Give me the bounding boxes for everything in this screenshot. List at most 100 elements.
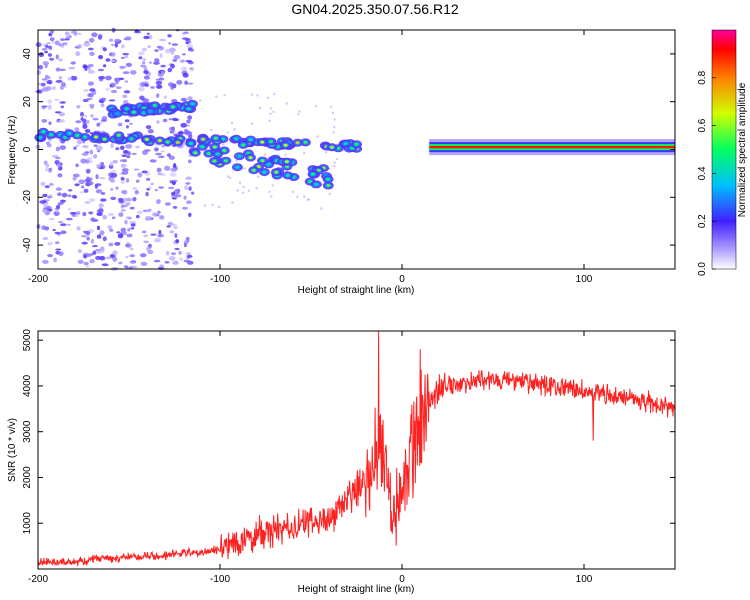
track-core	[354, 142, 359, 146]
noise-blob	[38, 64, 44, 70]
noise-blob	[93, 154, 98, 159]
noise-blob	[105, 256, 112, 260]
noise-blob	[49, 57, 55, 61]
noise-blob	[183, 259, 191, 263]
heatmap-y-tick-label: 40	[22, 48, 33, 60]
noise-blob	[144, 215, 152, 221]
noise-blob	[159, 215, 165, 220]
track-core	[283, 143, 288, 147]
noise-blob	[190, 67, 194, 72]
noise-blob	[46, 143, 52, 148]
colorbar-tick-label: 0.4	[697, 166, 708, 180]
noise-blob	[129, 206, 135, 210]
noise-blob	[68, 35, 72, 39]
noise-blob	[86, 66, 91, 71]
track-core	[284, 160, 289, 164]
noise-dot	[296, 195, 299, 199]
noise-blob	[169, 47, 176, 53]
noise-blob	[64, 31, 70, 36]
noise-blob	[145, 177, 151, 181]
noise-blob	[180, 97, 188, 102]
noise-blob	[143, 35, 150, 40]
noise-blob	[188, 159, 192, 164]
track-core	[295, 141, 300, 145]
noise-blob	[170, 223, 177, 226]
track-core	[49, 133, 54, 137]
track-core	[343, 142, 348, 146]
noise-blob	[125, 198, 133, 202]
noise-blob	[88, 63, 94, 68]
track-core	[186, 107, 191, 111]
noise-dot	[314, 105, 318, 108]
track-core	[248, 138, 253, 142]
noise-blob	[55, 146, 61, 152]
track-core	[326, 184, 331, 187]
noise-blob	[121, 204, 128, 208]
noise-blob	[183, 242, 187, 248]
noise-blob	[110, 89, 118, 94]
track-core	[116, 133, 121, 137]
noise-blob	[68, 189, 73, 192]
colorbar-label: Normalized spectral amplitude	[737, 82, 748, 217]
noise-blob	[145, 125, 152, 130]
noise-blob	[154, 188, 158, 192]
noise-blob	[105, 87, 111, 91]
noise-blob	[54, 40, 60, 46]
noise-blob	[60, 223, 67, 227]
noise-blob	[160, 150, 166, 153]
noise-blob	[64, 38, 70, 41]
snr-x-tick-label: -100	[210, 574, 230, 585]
noise-blob	[60, 38, 66, 41]
noise-blob	[70, 61, 76, 65]
noise-blob	[54, 231, 61, 235]
noise-blob	[132, 197, 137, 202]
noise-blob	[107, 225, 113, 230]
noise-blob	[82, 124, 88, 129]
noise-dot	[255, 187, 258, 190]
noise-dot	[218, 205, 221, 209]
heatmap-x-tick-label: 100	[576, 274, 593, 285]
noise-blob	[182, 72, 189, 78]
noise-blob	[77, 249, 83, 254]
noise-blob	[160, 173, 166, 177]
noise-dot	[284, 153, 287, 156]
track-core	[124, 107, 129, 111]
noise-dot	[333, 165, 336, 168]
noise-blob	[153, 259, 161, 263]
noise-blob	[81, 235, 87, 238]
noise-blob	[180, 59, 185, 63]
noise-blob	[57, 173, 63, 178]
figure-title: GN04.2025.350.07.56.R12	[291, 1, 459, 17]
noise-blob	[75, 51, 81, 57]
noise-blob	[48, 167, 53, 173]
noise-blob	[42, 236, 49, 241]
noise-blob	[95, 174, 99, 180]
track-core	[201, 137, 206, 141]
track-core	[212, 145, 217, 149]
noise-blob	[110, 188, 114, 191]
noise-blob	[113, 38, 120, 42]
noise-blob	[172, 226, 178, 230]
noise-blob	[54, 156, 61, 160]
noise-blob	[77, 44, 82, 49]
noise-blob	[86, 176, 90, 179]
noise-dot	[258, 107, 262, 110]
heatmap-y-tick-label: -40	[22, 237, 33, 252]
noise-blob	[112, 250, 118, 256]
noise-blob	[73, 146, 77, 150]
noise-blob	[100, 192, 106, 195]
heatmap-x-tick-label: -100	[210, 274, 230, 285]
noise-blob	[135, 179, 140, 183]
track-core	[241, 143, 246, 147]
track-core	[260, 140, 265, 144]
noise-blob	[75, 144, 80, 147]
noise-blob	[96, 122, 101, 127]
noise-blob	[168, 42, 172, 45]
noise-blob	[115, 186, 119, 190]
noise-blob	[36, 70, 42, 75]
noise-blob	[79, 191, 86, 194]
noise-blob	[55, 208, 59, 213]
noise-blob	[42, 43, 48, 46]
noise-blob	[147, 129, 154, 134]
noise-blob	[152, 212, 158, 217]
